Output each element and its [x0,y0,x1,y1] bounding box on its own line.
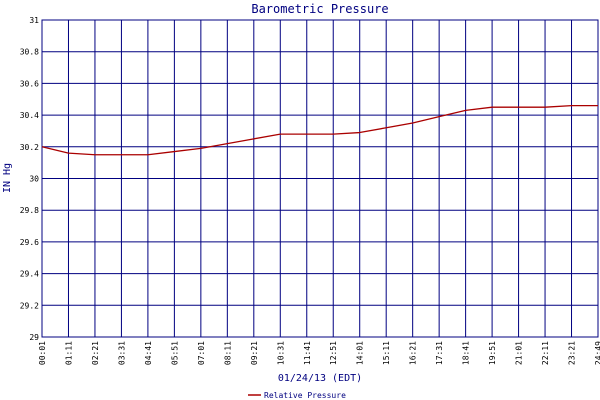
x-tick-label: 18:41 [462,341,471,365]
legend: Relative Pressure [248,391,346,400]
legend-label-relative-pressure: Relative Pressure [264,391,346,400]
x-tick-label: 00:01 [38,341,47,365]
x-tick-label: 12:51 [329,341,338,365]
y-tick-label: 29.6 [20,238,39,247]
series-layer [41,104,598,156]
x-tick-label: 11:41 [303,341,312,365]
x-tick-label: 24:49 [594,341,600,365]
chart-title: Barometric Pressure [251,2,388,16]
x-tick-label: 08:11 [223,341,232,365]
x-tick-label: 05:51 [170,341,179,365]
x-tick-label: 07:01 [197,341,206,365]
y-axis-label: IN Hg [2,163,13,193]
x-tick-label: 16:21 [409,341,418,365]
x-axis-ticks: 00:01 01:11 02:21 03:31 04:41 05:51 07:01 08:11… [38,341,600,365]
y-tick-label: 30.4 [20,111,39,120]
x-tick-label: 21:01 [515,341,524,365]
x-tick-label: 23:21 [568,341,577,365]
x-tick-label: 01:11 [64,341,73,365]
x-tick-label: 03:31 [117,341,126,365]
y-tick-label: 29.4 [20,270,39,279]
y-tick-label: 29 [29,333,39,342]
x-tick-label: 02:21 [91,341,100,365]
x-tick-label: 19:51 [488,341,497,365]
y-tick-label: 30.8 [20,48,39,57]
y-tick-label: 29.8 [20,206,39,215]
y-tick-label: 31 [29,16,39,25]
x-tick-label: 04:41 [144,341,153,365]
x-tick-label: 09:21 [250,341,259,365]
series-line-relative-pressure [41,104,598,156]
x-tick-label: 10:31 [276,341,285,365]
y-tick-label: 30.2 [20,143,39,152]
x-axis-label: 01/24/13 (EDT) [278,373,362,384]
y-axis-ticks: 29 29.2 29.4 29.6 29.8 30 30.2 30.4 30.6 30.8 31 [20,16,39,342]
y-tick-label: 30.6 [20,79,39,88]
plot-grid [41,19,599,338]
x-tick-label: 15:11 [382,341,391,365]
y-tick-label: 29.2 [20,301,39,310]
x-tick-label: 14:01 [356,341,365,365]
y-tick-label: 30 [29,175,39,184]
x-tick-label: 17:31 [435,341,444,365]
x-tick-label: 22:11 [541,341,550,365]
